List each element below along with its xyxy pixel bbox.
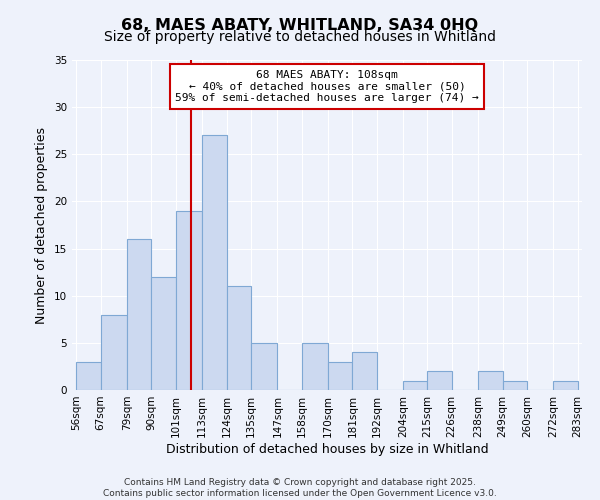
Text: 68 MAES ABATY: 108sqm
← 40% of detached houses are smaller (50)
59% of semi-deta: 68 MAES ABATY: 108sqm ← 40% of detached …	[175, 70, 479, 103]
Bar	[403, 380, 427, 390]
Bar	[503, 380, 527, 390]
X-axis label: Distribution of detached houses by size in Whitland: Distribution of detached houses by size …	[166, 442, 488, 456]
Text: Contains HM Land Registry data © Crown copyright and database right 2025.
Contai: Contains HM Land Registry data © Crown c…	[103, 478, 497, 498]
Bar	[328, 362, 352, 390]
Bar	[176, 211, 202, 390]
Bar	[127, 239, 151, 390]
Bar	[227, 286, 251, 390]
Bar	[202, 136, 227, 390]
Bar	[251, 343, 277, 390]
Bar	[151, 277, 176, 390]
Bar	[427, 371, 452, 390]
Y-axis label: Number of detached properties: Number of detached properties	[35, 126, 49, 324]
Text: Size of property relative to detached houses in Whitland: Size of property relative to detached ho…	[104, 30, 496, 44]
Bar	[76, 362, 101, 390]
Bar	[478, 371, 503, 390]
Bar	[101, 314, 127, 390]
Bar	[553, 380, 578, 390]
Bar	[302, 343, 328, 390]
Bar	[352, 352, 377, 390]
Text: 68, MAES ABATY, WHITLAND, SA34 0HQ: 68, MAES ABATY, WHITLAND, SA34 0HQ	[121, 18, 479, 32]
